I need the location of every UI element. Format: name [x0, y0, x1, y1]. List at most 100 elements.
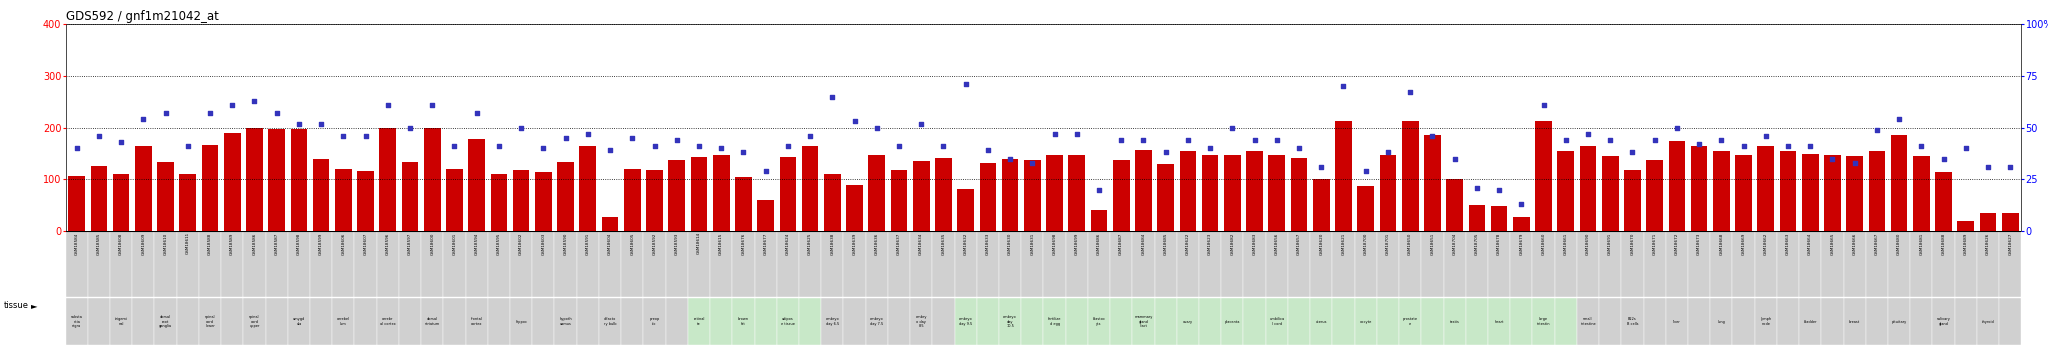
- Bar: [711, 298, 733, 345]
- Text: placenta: placenta: [1225, 320, 1239, 324]
- Point: [1972, 164, 2005, 170]
- Bar: [866, 231, 889, 297]
- Point: [1661, 125, 1694, 130]
- Bar: [1866, 231, 1888, 297]
- Bar: [979, 163, 995, 231]
- Point: [1327, 83, 1360, 89]
- Bar: [1022, 231, 1042, 297]
- Point: [727, 150, 760, 155]
- Bar: [1311, 298, 1333, 345]
- Text: GSM18587: GSM18587: [274, 232, 279, 255]
- Bar: [1399, 298, 1421, 345]
- Text: GSM18595: GSM18595: [498, 232, 502, 255]
- Bar: [1421, 231, 1444, 297]
- Bar: [1221, 231, 1243, 297]
- Text: dorsal
root
ganglia: dorsal root ganglia: [160, 315, 172, 328]
- Bar: [1665, 298, 1688, 345]
- Bar: [1999, 231, 2021, 297]
- Point: [526, 146, 559, 151]
- Bar: [244, 231, 266, 297]
- Bar: [289, 298, 309, 345]
- Bar: [1335, 121, 1352, 231]
- Bar: [580, 146, 596, 231]
- Bar: [113, 174, 129, 231]
- Bar: [1044, 298, 1065, 345]
- Text: GSM18599: GSM18599: [319, 232, 324, 255]
- Point: [215, 102, 248, 108]
- Bar: [442, 298, 465, 345]
- Bar: [909, 298, 932, 345]
- Bar: [221, 231, 244, 297]
- Bar: [1288, 298, 1311, 345]
- Bar: [2003, 213, 2019, 231]
- Bar: [801, 146, 819, 231]
- Text: GSM18590: GSM18590: [563, 232, 567, 255]
- Bar: [1645, 231, 1665, 297]
- Bar: [1556, 151, 1575, 231]
- Bar: [555, 231, 578, 297]
- Bar: [68, 176, 84, 231]
- Bar: [469, 139, 485, 231]
- Bar: [1798, 231, 1821, 297]
- Text: GSM18589: GSM18589: [229, 232, 233, 255]
- Text: GSM18677: GSM18677: [764, 232, 768, 255]
- Bar: [1954, 298, 1976, 345]
- Bar: [111, 231, 133, 297]
- Bar: [88, 298, 111, 345]
- Bar: [1198, 231, 1221, 297]
- Bar: [465, 298, 487, 345]
- Text: GSM18588: GSM18588: [209, 232, 213, 255]
- Text: GSM18681: GSM18681: [1919, 232, 1923, 255]
- Bar: [1444, 298, 1466, 345]
- Text: embry
o day
8.5: embry o day 8.5: [915, 315, 928, 328]
- Bar: [309, 231, 332, 297]
- Bar: [1247, 151, 1264, 231]
- Bar: [1669, 141, 1686, 231]
- Text: GSM18592: GSM18592: [653, 232, 657, 255]
- Bar: [799, 298, 821, 345]
- Bar: [332, 298, 354, 345]
- Point: [1083, 187, 1116, 193]
- Text: GSM18676: GSM18676: [741, 232, 745, 255]
- Text: thyroid: thyroid: [1982, 320, 1995, 324]
- Bar: [1622, 298, 1645, 345]
- Point: [795, 133, 827, 139]
- Text: GSM18666: GSM18666: [1853, 232, 1858, 255]
- Bar: [1133, 298, 1155, 345]
- Text: GSM18633: GSM18633: [985, 232, 989, 255]
- Point: [1305, 164, 1337, 170]
- Point: [1016, 160, 1049, 166]
- Text: small
intestine: small intestine: [1581, 317, 1595, 326]
- Bar: [1376, 231, 1399, 297]
- Bar: [1579, 146, 1595, 231]
- Text: GSM18664: GSM18664: [1808, 232, 1812, 255]
- Bar: [1354, 231, 1376, 297]
- Bar: [135, 146, 152, 231]
- Bar: [356, 171, 375, 231]
- Point: [1104, 137, 1137, 143]
- Bar: [889, 298, 909, 345]
- Text: mammary
gland
(lact: mammary gland (lact: [1135, 315, 1153, 328]
- Point: [1882, 117, 1915, 122]
- Bar: [1022, 298, 1042, 345]
- Bar: [399, 298, 422, 345]
- Text: ovary: ovary: [1184, 320, 1194, 324]
- Text: GSM18637: GSM18637: [897, 232, 901, 255]
- Bar: [1577, 298, 1599, 345]
- Text: GSM18700: GSM18700: [1364, 232, 1368, 255]
- Bar: [666, 231, 688, 297]
- Bar: [266, 298, 289, 345]
- Bar: [1712, 151, 1731, 231]
- Bar: [1757, 146, 1774, 231]
- Bar: [1446, 179, 1462, 231]
- Bar: [176, 298, 199, 345]
- Text: GSM18690: GSM18690: [1585, 232, 1589, 255]
- Point: [1438, 156, 1470, 161]
- Point: [1483, 187, 1516, 193]
- Text: umbilica
l cord: umbilica l cord: [1270, 317, 1284, 326]
- Bar: [1825, 155, 1841, 231]
- Point: [659, 137, 692, 143]
- Bar: [1110, 231, 1133, 297]
- Bar: [621, 298, 643, 345]
- Bar: [758, 200, 774, 231]
